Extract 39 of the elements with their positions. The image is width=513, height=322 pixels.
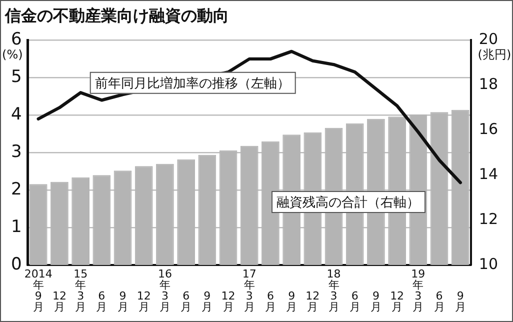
y2-tick-label: 14: [478, 164, 498, 183]
y2-tick-label: 10: [478, 254, 498, 273]
x-tick-label: 9月: [117, 289, 128, 314]
x-tick-label: 2014年9月: [24, 267, 52, 314]
y-tick-label: 4: [10, 104, 22, 125]
y2-tick-label: 18: [478, 75, 498, 94]
x-tick-label: 9月: [202, 289, 213, 314]
y-tick-label: 6: [10, 30, 22, 50]
y2-tick-label: 16: [478, 120, 498, 138]
y-tick-label: 1: [10, 216, 22, 237]
x-tick-label: 12月: [52, 289, 66, 314]
x-tick-label: 6月: [180, 289, 192, 314]
x-tick-label: 18年3月: [326, 267, 341, 314]
y-tick-label: 0: [10, 254, 22, 274]
y2-axis-title: (兆円): [478, 47, 512, 62]
y-axis-title: (%): [2, 47, 23, 62]
x-tick-label: 12月: [390, 289, 404, 314]
x-tick-label: 6月: [96, 289, 108, 314]
x-tick-label: 12月: [136, 289, 151, 314]
x-tick-label: 9月: [286, 289, 298, 314]
x-tick-label: 15年3月: [74, 267, 88, 314]
x-tick-label: 19年3月: [411, 267, 426, 314]
x-tick-label: 9月: [370, 289, 382, 314]
x-tick-label: 6月: [264, 289, 276, 314]
x-tick-label: 6月: [434, 289, 445, 314]
series-label: 前年同月比増加率の推移（左軸）: [94, 75, 290, 92]
x-tick-label: 12月: [221, 289, 236, 314]
x-tick-label: 17年3月: [242, 267, 256, 314]
x-tick-label: 12月: [306, 289, 320, 314]
y-tick-label: 3: [10, 142, 22, 162]
y-tick-label: 5: [10, 67, 22, 88]
x-tick-label: 16年3月: [158, 267, 172, 314]
chart-title: 信金の不動産業向け融資の動向: [4, 6, 229, 25]
y2-tick-label: 20: [478, 30, 498, 48]
y2-tick-label: 12: [478, 210, 498, 228]
x-tick-label: 9月: [454, 289, 466, 314]
y-tick-label: 2: [10, 179, 22, 200]
series-label: 融資残高の合計（右軸）: [276, 194, 420, 210]
x-tick-label: 6月: [349, 289, 360, 314]
